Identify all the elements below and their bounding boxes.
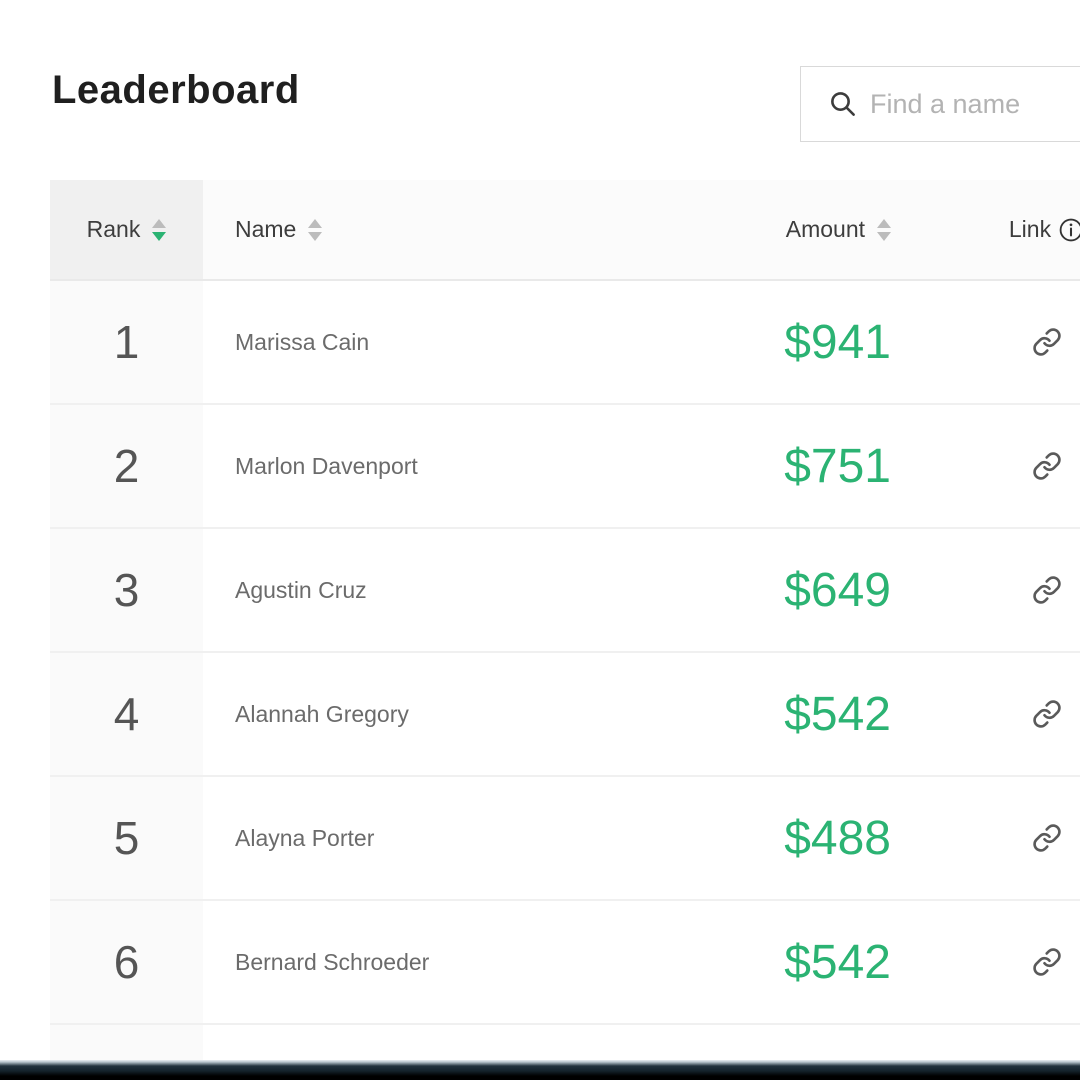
column-label-amount: Amount xyxy=(785,216,865,242)
sort-icon-rank xyxy=(152,218,167,241)
column-header-rank[interactable]: Rank xyxy=(50,180,203,279)
table-row: 2 Marlon Davenport $751 xyxy=(50,405,1080,529)
column-label-name: Name xyxy=(235,216,297,242)
table-row: 3 Agustin Cruz $649 xyxy=(50,529,1080,653)
link-icon[interactable] xyxy=(1032,823,1062,853)
name-cell: Marissa Cain xyxy=(235,328,370,355)
column-header-name[interactable]: Name xyxy=(203,180,683,279)
rank-cell: 2 xyxy=(50,405,203,527)
link-icon[interactable] xyxy=(1032,699,1062,729)
search-input[interactable] xyxy=(870,88,1080,120)
link-cell xyxy=(913,281,1080,403)
table-row: 4 Alannah Gregory $542 xyxy=(50,653,1080,777)
amount-cell: $542 xyxy=(784,935,891,989)
link-icon[interactable] xyxy=(1032,327,1062,357)
name-cell: Alayna Porter xyxy=(235,824,375,851)
link-icon[interactable] xyxy=(1032,947,1062,977)
search-icon xyxy=(828,89,858,119)
sort-icon-amount xyxy=(877,218,891,241)
column-label-link: Link xyxy=(1008,216,1052,242)
name-cell: Agustin Cruz xyxy=(235,576,367,603)
amount-cell: $941 xyxy=(784,315,891,369)
column-label-rank: Rank xyxy=(86,216,141,242)
sort-icon-name xyxy=(308,218,323,241)
link-icon[interactable] xyxy=(1032,451,1062,481)
amount-cell: $751 xyxy=(784,439,891,493)
link-cell xyxy=(913,529,1080,651)
bottom-bar xyxy=(0,1060,1080,1080)
amount-cell: $488 xyxy=(784,811,891,865)
link-cell xyxy=(913,901,1080,1023)
table-row: 5 Alayna Porter $488 xyxy=(50,777,1080,901)
name-cell: Alannah Gregory xyxy=(235,700,409,727)
info-icon[interactable] xyxy=(1058,217,1080,243)
table-row: 1 Marissa Cain $941 xyxy=(50,281,1080,405)
name-cell: Marlon Davenport xyxy=(235,452,418,479)
column-header-amount[interactable]: Amount xyxy=(683,180,913,279)
amount-cell: $542 xyxy=(784,687,891,741)
leaderboard-table: Rank Name Amount Link xyxy=(50,180,1080,1080)
link-cell xyxy=(913,777,1080,899)
table-row: 6 Bernard Schroeder $542 xyxy=(50,901,1080,1025)
amount-cell: $649 xyxy=(784,563,891,617)
name-cell: Bernard Schroeder xyxy=(235,948,430,975)
link-cell xyxy=(913,405,1080,527)
search-box xyxy=(800,66,1080,142)
column-header-link: Link xyxy=(913,180,1080,279)
page-title: Leaderboard xyxy=(52,68,300,112)
rank-cell: 6 xyxy=(50,901,203,1023)
rank-cell: 5 xyxy=(50,777,203,899)
rank-cell: 4 xyxy=(50,653,203,775)
link-icon[interactable] xyxy=(1032,575,1062,605)
rank-cell: 1 xyxy=(50,281,203,403)
rank-cell: 3 xyxy=(50,529,203,651)
table-header-row: Rank Name Amount Link xyxy=(50,180,1080,281)
link-cell xyxy=(913,653,1080,775)
